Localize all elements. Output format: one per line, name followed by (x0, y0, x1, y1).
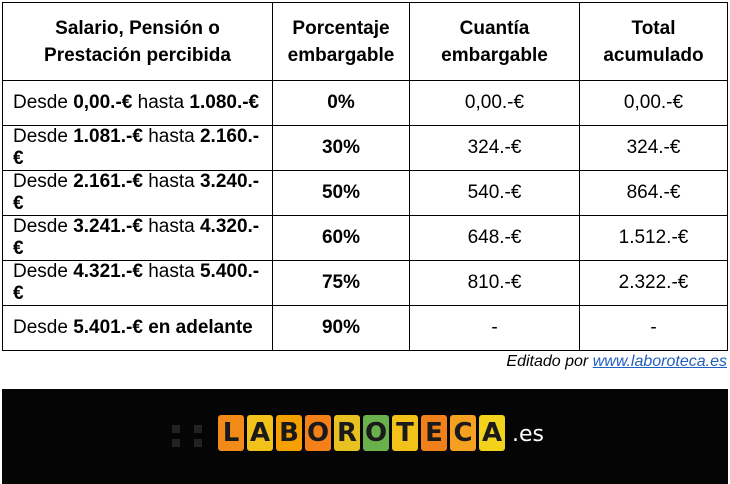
percentage-cell: 75% (272, 260, 410, 306)
garnishment-table: Salario, Pensión o Prestación percibida P… (2, 2, 728, 351)
credit-line: Editado por www.laboroteca.es (506, 353, 727, 371)
total-cell: 1.512.-€ (579, 215, 728, 261)
amount-cell: 0,00.-€ (409, 80, 580, 126)
logo-letter-tile: A (247, 415, 273, 451)
logo-letter-tile: L (218, 415, 244, 451)
total-cell: 0,00.-€ (579, 80, 728, 126)
amount-cell: - (409, 305, 580, 351)
table-row: Desde 2.161.-€ hasta 3.240.-€ 50% 540.-€ 86… (2, 170, 728, 216)
amount-cell: 324.-€ (409, 125, 580, 171)
salary-range-cell: Desde 2.161.-€ hasta 3.240.-€ (2, 170, 273, 216)
table-row: Desde 4.321.-€ hasta 5.400.-€ 75% 810.-€ 2.… (2, 260, 728, 306)
logo-letter-tile: O (305, 415, 331, 451)
percentage-cell: 60% (272, 215, 410, 261)
amount-cell: 648.-€ (409, 215, 580, 261)
table-row: Desde 5.401.-€ en adelante 90% - - (2, 305, 728, 351)
salary-range-cell: Desde 1.081.-€ hasta 2.160.-€ (2, 125, 273, 171)
total-cell: 324.-€ (579, 125, 728, 171)
logo-letter-tile: E (421, 415, 447, 451)
table-row: Desde 1.081.-€ hasta 2.160.-€ 30% 324.-€ 32… (2, 125, 728, 171)
laboroteca-logo: L A B O R O T E C A .es (218, 415, 544, 451)
credit-prefix: Editado por (506, 353, 593, 370)
percentage-cell: 30% (272, 125, 410, 171)
logo-letter-tile: A (479, 415, 505, 451)
total-cell: 864.-€ (579, 170, 728, 216)
header-salary: Salario, Pensión o Prestación percibida (2, 2, 273, 81)
logo-tld: .es (512, 422, 544, 447)
logo-letter-tile: O (363, 415, 389, 451)
salary-range-cell: Desde 0,00.-€ hasta 1.080.-€ (2, 80, 273, 126)
percentage-cell: 0% (272, 80, 410, 126)
percentage-cell: 50% (272, 170, 410, 216)
total-cell: - (579, 305, 728, 351)
credit-link[interactable]: www.laboroteca.es (592, 353, 727, 370)
laboroteca-banner: L A B O R O T E C A .es (2, 389, 728, 484)
logo-letter-tile: T (392, 415, 418, 451)
logo-letter-tile: B (276, 415, 302, 451)
logo-letter-tile: C (450, 415, 476, 451)
salary-range-cell: Desde 4.321.-€ hasta 5.400.-€ (2, 260, 273, 306)
percentage-cell: 90% (272, 305, 410, 351)
header-percentage: Porcentaje embargable (272, 2, 410, 81)
total-cell: 2.322.-€ (579, 260, 728, 306)
amount-cell: 540.-€ (409, 170, 580, 216)
salary-range-cell: Desde 3.241.-€ hasta 4.320.-€ (2, 215, 273, 261)
header-total: Total acumulado (579, 2, 728, 81)
table-header-row: Salario, Pensión o Prestación percibida P… (2, 2, 728, 81)
logo-letter-tile: R (334, 415, 360, 451)
table-row: Desde 3.241.-€ hasta 4.320.-€ 60% 648.-€ 1.… (2, 215, 728, 261)
salary-range-cell: Desde 5.401.-€ en adelante (2, 305, 273, 351)
header-amount: Cuantía embargable (409, 2, 580, 81)
amount-cell: 810.-€ (409, 260, 580, 306)
table-row: Desde 0,00.-€ hasta 1.080.-€ 0% 0,00.-€ 0,0… (2, 80, 728, 126)
